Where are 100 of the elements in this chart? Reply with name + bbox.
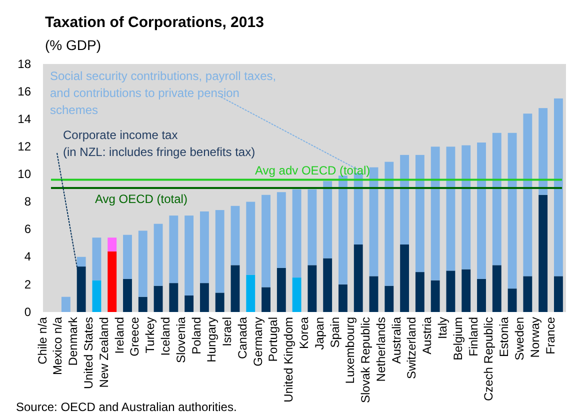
bar	[354, 244, 363, 312]
bar	[76, 256, 86, 267]
x-tick-label: Chile n/a	[35, 316, 50, 364]
bar	[508, 132, 517, 289]
bar	[154, 224, 163, 286]
x-tick-label: Japan	[312, 317, 326, 350]
bar	[138, 296, 148, 312]
chart-subtitle: (% GDP)	[45, 37, 101, 53]
x-tick-label: Portugal	[266, 317, 280, 362]
x-tick-label: Czech Republic	[482, 317, 496, 402]
bar	[200, 283, 209, 312]
bar	[308, 189, 317, 266]
bar	[523, 276, 532, 312]
bar	[262, 194, 270, 288]
x-tick-label: France	[543, 316, 558, 354]
x-tick-label: Estonia	[497, 316, 512, 358]
y-tick-label: 18	[18, 56, 32, 71]
x-tick-label: Iceland	[158, 317, 172, 356]
x-tick-label: Norway	[528, 317, 542, 358]
bar	[446, 270, 456, 312]
bar	[169, 283, 178, 312]
bar	[246, 202, 256, 275]
y-tick-label: 0	[24, 304, 32, 319]
bar	[415, 154, 424, 272]
ref-line-label: Avg OECD (total)	[95, 192, 188, 206]
x-tick-label: Ireland	[112, 317, 126, 354]
x-tick-label: Italy	[436, 317, 450, 340]
bar	[415, 272, 424, 312]
ref-line-label: Avg adv OECD (total)	[255, 164, 370, 178]
x-tick-label: Finland	[466, 317, 480, 356]
bar	[338, 284, 348, 312]
x-tick-label: Austria	[420, 316, 434, 354]
bar	[169, 216, 178, 284]
x-tick-label: Poland	[189, 317, 204, 354]
bar	[308, 265, 317, 312]
bar	[184, 216, 194, 296]
x-tick-label: Canada	[235, 316, 250, 360]
bar	[276, 268, 286, 312]
bar	[230, 206, 240, 266]
bar	[200, 211, 209, 284]
x-tick-label: Netherlands	[374, 317, 388, 382]
x-tick-label: Germany	[250, 317, 265, 366]
bar	[123, 278, 132, 312]
x-tick-label: Slovenia	[174, 316, 188, 364]
x-tick-label: Turkey	[143, 317, 158, 354]
bar	[215, 292, 224, 312]
bar	[492, 132, 502, 266]
bar	[430, 146, 440, 280]
bar	[76, 266, 86, 312]
bar	[462, 145, 471, 270]
bar	[538, 108, 548, 195]
bar	[338, 176, 348, 284]
bar	[492, 265, 502, 312]
bar	[262, 287, 270, 312]
bar	[369, 276, 378, 312]
y-tick-label: 2	[24, 277, 32, 292]
bar	[477, 278, 486, 312]
text: Corporate income tax (in NZL: includes fringe benefits tax)	[63, 128, 256, 159]
bar	[123, 234, 132, 279]
x-tick-label: United Kingdom	[282, 317, 296, 402]
bar	[508, 288, 517, 312]
y-tick-label: 6	[24, 222, 32, 236]
bar	[523, 114, 532, 276]
bar	[554, 98, 563, 276]
bar	[108, 251, 117, 312]
bar	[92, 280, 102, 312]
x-tick-label: Denmark	[66, 316, 80, 366]
bar	[462, 269, 471, 312]
bar	[430, 280, 440, 312]
x-tick-label: Sweden	[512, 317, 526, 360]
bar	[400, 244, 410, 312]
bar	[215, 210, 224, 293]
bar	[292, 189, 302, 278]
bar	[230, 265, 240, 312]
source-note: Source: OECD and Australian authorities.	[16, 400, 237, 414]
text: Social security contributions, payroll taxes, and contributions to private pension schemes	[50, 69, 276, 117]
bar	[538, 194, 548, 312]
x-tick-label: Spain	[328, 317, 342, 348]
x-tick-label: Greece	[128, 316, 142, 356]
y-tick-label: 14	[18, 112, 32, 126]
bar	[154, 286, 163, 312]
x-tick-label: Luxembourg	[343, 317, 358, 384]
bar	[108, 238, 117, 252]
bar	[246, 274, 256, 312]
x-tick-label: Slovak Republic	[358, 317, 373, 404]
x-tick-label: United States	[82, 317, 96, 390]
bar	[554, 276, 563, 312]
bar	[400, 154, 410, 244]
x-tick-label: Belgium	[450, 317, 465, 360]
bar	[446, 146, 456, 271]
bar	[276, 192, 286, 268]
x-tick-label: Israel	[220, 317, 234, 346]
chart-title: Taxation of Corporations, 2013	[45, 14, 264, 31]
bar	[384, 286, 394, 312]
y-tick-label: 12	[18, 140, 32, 154]
y-tick-label: 4	[24, 250, 32, 264]
bar	[477, 142, 486, 279]
y-tick-label: 16	[18, 84, 32, 98]
x-tick-label: Korea	[296, 316, 311, 350]
y-tick-label: 10	[18, 167, 32, 182]
